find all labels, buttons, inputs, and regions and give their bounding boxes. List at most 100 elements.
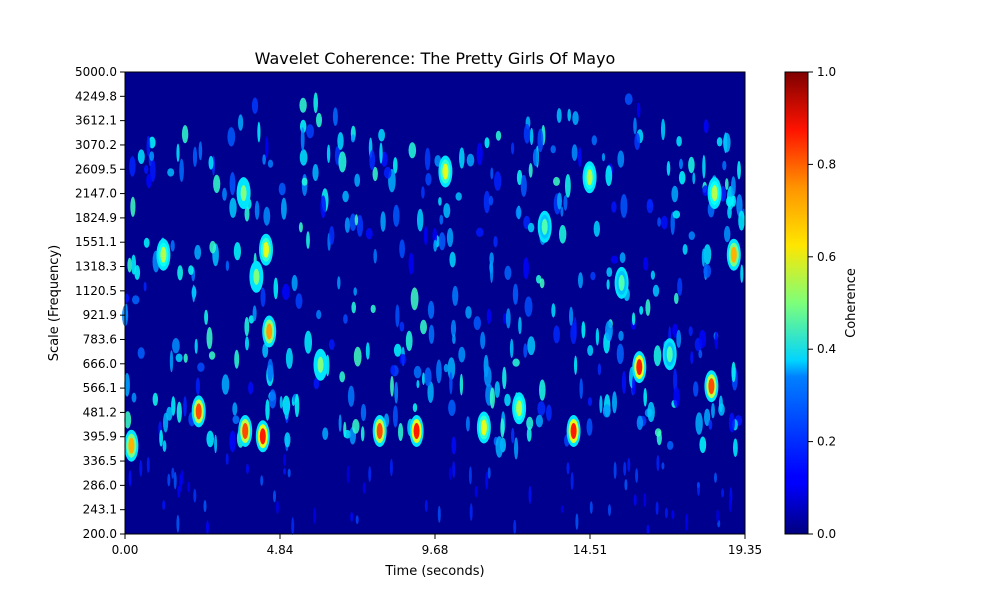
coherence-blob: [353, 287, 358, 296]
coherence-blob: [714, 331, 719, 350]
coherence-blob: [339, 371, 346, 383]
coherence-blob: [214, 434, 218, 454]
coherence-blob: [131, 254, 137, 275]
coherence-blob: [632, 375, 636, 395]
coherence-blob: [664, 507, 668, 519]
coherence-blob: [227, 127, 236, 147]
coherence-blob: [221, 374, 230, 395]
coherence-blob: [476, 227, 484, 237]
colorbar-tick-label: 0.2: [817, 435, 836, 449]
coherence-blob: [723, 132, 728, 154]
coherence-blob: [378, 128, 385, 142]
coherence-blob: [299, 149, 308, 166]
coherence-blob: [195, 377, 200, 396]
coherence-blob: [550, 145, 556, 154]
colorbar-tick-label: 0.4: [817, 342, 836, 356]
coherence-hotspot: [376, 423, 383, 439]
coherence-blob: [169, 350, 174, 373]
colorbar-label: Coherence: [844, 268, 859, 338]
coherence-blob: [524, 296, 533, 317]
coherence-blob: [553, 325, 560, 344]
coherence-blob: [695, 412, 703, 435]
coherence-blob: [452, 334, 456, 345]
coherence-blob: [350, 134, 356, 143]
coherence-blob: [636, 415, 644, 430]
coherence-blob: [232, 415, 240, 424]
coherence-blob: [329, 226, 335, 245]
coherence-blob: [527, 336, 536, 356]
coherence-blob: [283, 468, 287, 475]
coherence-blob: [639, 306, 644, 315]
coherence-blob: [379, 142, 383, 164]
coherence-blob: [408, 252, 414, 275]
coherence-blob: [405, 330, 413, 352]
coherence-blob: [208, 155, 214, 170]
coherence-blob: [232, 402, 238, 416]
coherence-blob: [650, 270, 656, 280]
coherence-blob: [624, 479, 628, 491]
coherence-blob: [674, 292, 679, 305]
coherence-blob: [262, 154, 266, 165]
coherence-blob: [350, 512, 354, 522]
coherence-blob: [523, 257, 529, 280]
coherence-blob: [417, 208, 424, 232]
coherence-blob: [731, 176, 736, 197]
coherence-blob: [679, 158, 683, 170]
coherence-blob: [514, 437, 519, 460]
y-axis-label: Scale (Frequency): [47, 245, 62, 361]
coherence-blob: [737, 160, 741, 180]
coherence-blob: [621, 371, 627, 394]
coherence-hotspot: [480, 419, 487, 436]
coherence-blob: [635, 468, 639, 483]
coherence-blob: [344, 217, 350, 233]
y-tick-label: 666.0: [83, 357, 117, 371]
coherence-blob: [443, 203, 451, 219]
coherence-blob: [619, 252, 626, 264]
coherence-blob: [465, 306, 472, 319]
coherence-blob: [643, 388, 647, 407]
coherence-blob: [304, 330, 313, 354]
colorbar-tick-label: 1.0: [817, 65, 836, 79]
coherence-blob: [337, 276, 341, 290]
coherence-blob: [450, 319, 457, 337]
coherence-blob: [565, 174, 571, 198]
coherence-blob: [512, 283, 519, 305]
coherence-blob: [124, 293, 130, 303]
coherence-blob: [146, 135, 151, 157]
coherence-blob: [670, 211, 675, 235]
coherence-blob: [657, 217, 661, 227]
coherence-blob: [703, 244, 712, 265]
coherence-blob: [551, 303, 556, 318]
coherence-blob: [204, 309, 209, 325]
coherence-blob: [502, 313, 507, 324]
coherence-blob: [238, 114, 244, 131]
coherence-blob: [452, 285, 459, 306]
y-tick-label: 4249.8: [75, 89, 117, 103]
coherence-blob: [447, 357, 456, 380]
coherence-blob: [708, 419, 713, 430]
coherence-blob: [714, 472, 717, 483]
coherence-hotspot: [413, 423, 420, 439]
coherence-blob: [570, 472, 574, 490]
coherence-blob: [208, 351, 216, 360]
coherence-blob: [257, 121, 261, 143]
coherence-hotspot: [541, 218, 548, 235]
coherence-blob: [300, 127, 305, 152]
coherence-blob: [611, 201, 617, 213]
coherence-blob: [574, 355, 578, 375]
coherence-blob: [566, 462, 570, 475]
coherence-blob: [192, 146, 198, 167]
coherence-blob: [244, 205, 250, 222]
coherence-blob: [152, 392, 158, 406]
coherence-blob: [148, 136, 156, 149]
coherence-blob: [252, 305, 257, 322]
coherence-blob: [656, 455, 660, 472]
y-tick-label: 1318.3: [75, 260, 117, 274]
coherence-blob: [312, 164, 319, 181]
x-tick-label: 0.00: [112, 543, 139, 557]
coherence-blob: [512, 358, 520, 367]
coherence-blob: [716, 509, 720, 523]
colorbar: 0.0 0.2 0.4 0.6 0.8 1.0 Coherence: [784, 65, 859, 541]
coherence-blob: [722, 160, 727, 171]
coherence-blob: [197, 362, 205, 372]
